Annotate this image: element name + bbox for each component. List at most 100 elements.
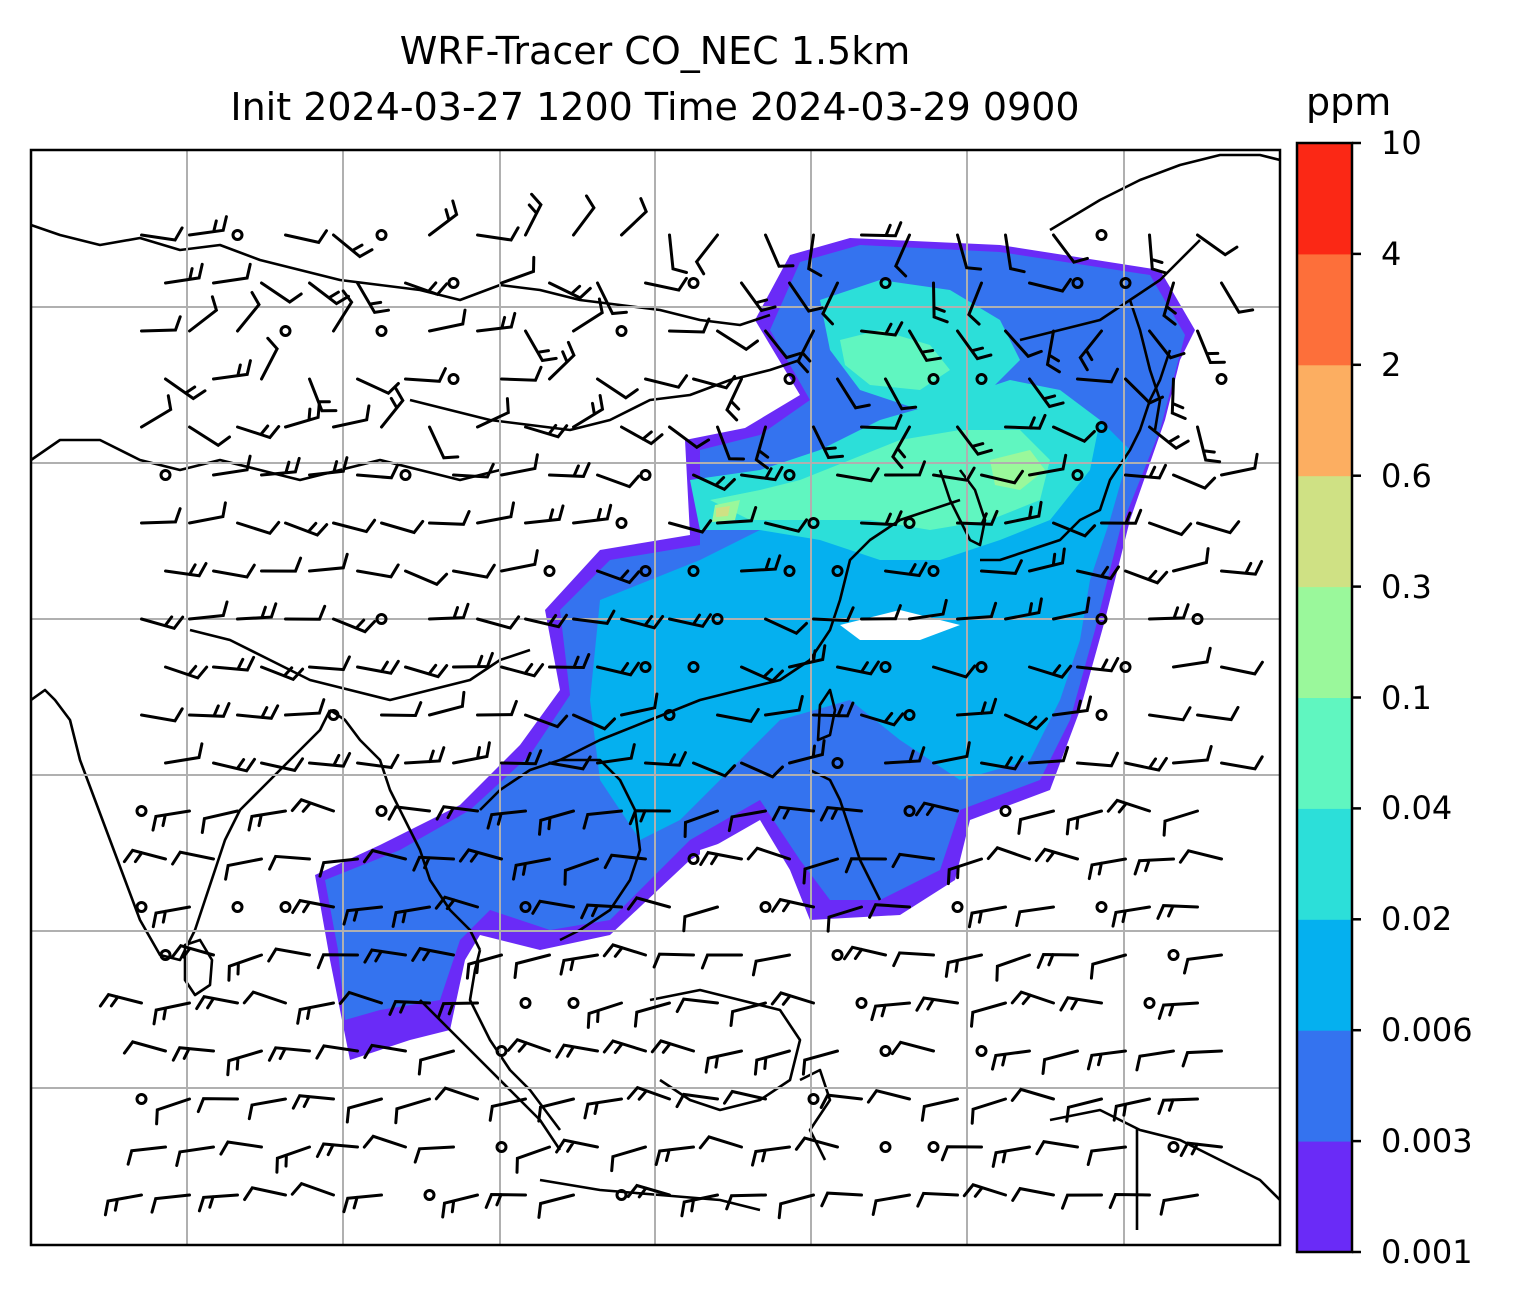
wind-barb [308, 281, 350, 306]
wind-barb [871, 1193, 911, 1216]
wind-barb [486, 809, 527, 830]
wind-barb [1148, 706, 1192, 722]
wind-barb [572, 394, 605, 429]
colorbar-tick-label: 0.02 [1381, 900, 1453, 939]
wind-barb [932, 741, 971, 765]
wind-barb [908, 329, 942, 363]
ne-russia [1049, 153, 1280, 232]
wind-barb [512, 857, 551, 881]
wind-barb [434, 895, 479, 911]
wind-barb [458, 848, 503, 863]
calm-wind-marker [423, 1189, 436, 1201]
wind-barb [1028, 278, 1072, 293]
colorbar-band [1297, 919, 1352, 1031]
wind-barb [1089, 953, 1127, 980]
calm-wind-marker [231, 901, 244, 913]
wind-barb [212, 359, 252, 381]
wind-barb [1004, 329, 1043, 359]
wind-barb [1052, 233, 1089, 264]
wind-barb [583, 1097, 623, 1120]
colorbar-tick-label: 10 [1381, 124, 1422, 162]
wind-barb [1148, 425, 1190, 451]
wind-barb [956, 329, 993, 361]
wind-barb [197, 1193, 239, 1213]
wind-barb [500, 365, 543, 382]
wind-barb [332, 233, 374, 259]
calm-wind-marker [687, 661, 700, 673]
colorbar-band [1297, 586, 1352, 698]
wind-barb [268, 854, 311, 871]
wind-barb [596, 661, 640, 677]
calm-wind-marker [855, 997, 868, 1009]
wind-barb [1162, 809, 1199, 837]
wind-barb [531, 899, 575, 915]
wind-barb [260, 556, 303, 573]
wind-barb [150, 1193, 191, 1214]
wind-barb [452, 462, 495, 479]
wind-barb [548, 340, 576, 381]
colorbar-tick-label: 0.3 [1381, 567, 1432, 606]
wind-barb [1028, 547, 1066, 573]
wind-barb [356, 377, 400, 395]
wind-barb [844, 857, 887, 874]
wind-barb [524, 192, 543, 237]
wind-barbs [98, 192, 1264, 1220]
calm-wind-marker [639, 565, 652, 577]
wind-barb [1004, 500, 1043, 525]
wind-barb [692, 761, 737, 778]
wind-barb [620, 692, 659, 717]
wind-barb [284, 401, 321, 429]
taiwan [816, 688, 837, 742]
calm-wind-marker [1215, 373, 1228, 385]
map-frame [29, 148, 1282, 1247]
wind-barb [488, 1097, 527, 1122]
wind-barb [908, 598, 948, 621]
wind-barb [500, 749, 543, 766]
colorbar-tick-label: 2 [1381, 345, 1402, 384]
wind-barb [650, 1039, 695, 1054]
calm-wind-marker [687, 277, 700, 289]
wind-barb [290, 798, 335, 813]
wind-barb [236, 424, 281, 440]
philippines [809, 768, 882, 901]
wind-barb [404, 663, 449, 679]
calm-wind-marker [375, 805, 388, 817]
wind-barb [819, 1093, 863, 1109]
wind-barb [1220, 281, 1255, 314]
wind-barb [946, 857, 983, 886]
wind-barb [1036, 952, 1079, 969]
wind-barb [428, 510, 471, 526]
wind-barb [694, 233, 719, 276]
wind-barb [868, 903, 911, 919]
wind-barb [291, 1094, 335, 1110]
wind-barb [1059, 996, 1103, 1012]
wind-barb [476, 226, 520, 242]
wind-barb [884, 460, 926, 477]
wind-barb [682, 905, 719, 933]
wind-barb [315, 1044, 359, 1060]
wind-barb [275, 1145, 311, 1174]
wind-barb [155, 1097, 191, 1126]
wind-barb [500, 255, 536, 285]
wind-barb [1133, 857, 1175, 876]
wind-barb [620, 425, 664, 446]
wind-barb [788, 644, 827, 669]
wind-barb [555, 1043, 599, 1059]
wind-barb [332, 404, 371, 429]
wind-barb [716, 506, 758, 525]
wind-barb [962, 1183, 1007, 1198]
wind-barb [704, 1049, 743, 1074]
calm-wind-marker [903, 805, 916, 817]
wind-barb [548, 462, 591, 478]
wind-barb [140, 315, 182, 333]
calm-wind-marker [447, 373, 460, 385]
wind-barb [363, 1043, 407, 1059]
wind-barb [626, 1085, 671, 1101]
wind-barb [884, 561, 928, 578]
wind-barb [236, 602, 278, 621]
calm-wind-marker [1071, 469, 1084, 481]
wind-barb [1220, 755, 1264, 771]
wind-barb [1011, 1186, 1055, 1202]
wind-barb [188, 600, 229, 621]
wind-barb [1086, 1049, 1127, 1071]
